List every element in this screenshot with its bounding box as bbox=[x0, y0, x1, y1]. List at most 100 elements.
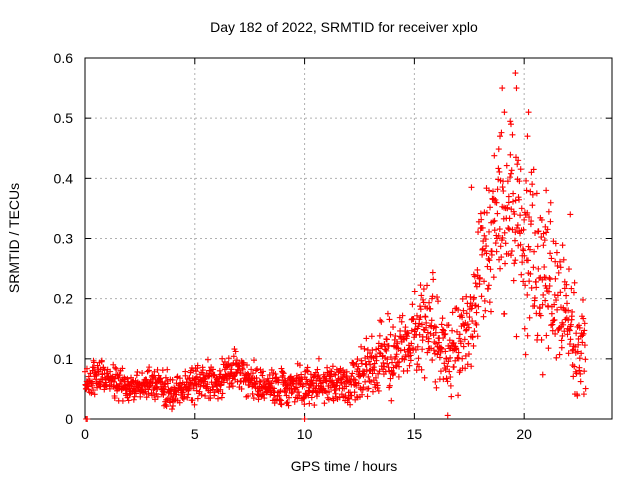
data-point bbox=[331, 371, 338, 378]
data-point bbox=[445, 322, 452, 329]
data-point bbox=[378, 318, 385, 325]
data-point bbox=[395, 373, 402, 380]
data-point bbox=[496, 226, 503, 233]
chart-title: Day 182 of 2022, SRMTID for receiver xpl… bbox=[210, 19, 478, 35]
data-point bbox=[483, 243, 490, 250]
data-point bbox=[323, 378, 330, 385]
data-point bbox=[375, 387, 382, 394]
data-point bbox=[110, 361, 117, 368]
data-point bbox=[544, 226, 551, 233]
data-point bbox=[483, 250, 490, 257]
data-point bbox=[487, 266, 494, 273]
data-point bbox=[525, 257, 532, 264]
data-point bbox=[162, 381, 169, 388]
data-point bbox=[301, 401, 308, 408]
data-point bbox=[563, 281, 570, 288]
data-point bbox=[410, 316, 417, 323]
data-point bbox=[530, 264, 537, 271]
data-point bbox=[553, 354, 560, 361]
data-point bbox=[495, 165, 502, 172]
data-point bbox=[490, 195, 497, 202]
data-point bbox=[205, 373, 212, 380]
data-point bbox=[464, 361, 471, 368]
data-point bbox=[503, 162, 510, 169]
x-tick-label: 0 bbox=[81, 426, 89, 442]
data-point bbox=[106, 385, 113, 392]
data-point bbox=[280, 370, 287, 377]
data-point bbox=[444, 363, 451, 370]
data-point bbox=[358, 360, 365, 367]
data-point bbox=[480, 313, 487, 320]
data-point bbox=[417, 306, 424, 313]
data-point bbox=[420, 299, 427, 306]
data-point bbox=[354, 356, 361, 363]
data-point bbox=[386, 382, 393, 389]
data-point bbox=[535, 228, 542, 235]
data-point bbox=[424, 349, 431, 356]
data-point bbox=[169, 376, 176, 383]
data-point bbox=[83, 416, 90, 422]
data-point bbox=[574, 348, 581, 355]
data-point bbox=[134, 368, 141, 375]
data-point bbox=[529, 191, 536, 198]
data-point bbox=[571, 363, 578, 370]
data-point bbox=[514, 222, 521, 229]
data-point bbox=[464, 321, 471, 328]
data-point bbox=[366, 377, 373, 384]
data-point bbox=[405, 330, 412, 337]
data-point bbox=[101, 386, 108, 393]
data-point bbox=[193, 368, 200, 375]
data-point bbox=[434, 351, 441, 358]
data-point bbox=[361, 345, 368, 352]
data-point bbox=[436, 354, 443, 361]
data-point bbox=[443, 375, 450, 382]
data-point bbox=[187, 381, 194, 388]
data-point bbox=[462, 365, 469, 372]
data-point bbox=[296, 392, 303, 399]
data-point bbox=[309, 380, 316, 387]
data-point bbox=[311, 402, 318, 409]
data-point bbox=[307, 371, 314, 378]
data-point bbox=[161, 389, 168, 396]
data-point bbox=[374, 382, 381, 389]
data-point bbox=[215, 395, 222, 402]
data-point bbox=[441, 331, 448, 338]
data-point bbox=[167, 399, 174, 406]
data-point bbox=[407, 352, 414, 359]
data-point bbox=[457, 340, 464, 347]
data-point bbox=[573, 370, 580, 377]
data-point bbox=[365, 358, 372, 365]
data-point bbox=[332, 386, 339, 393]
data-point bbox=[473, 309, 480, 316]
data-point bbox=[408, 327, 415, 334]
data-point bbox=[198, 391, 205, 398]
data-point bbox=[124, 394, 131, 401]
data-point bbox=[527, 246, 534, 253]
data-point bbox=[423, 319, 430, 326]
data-point bbox=[558, 337, 565, 344]
data-point bbox=[145, 390, 152, 397]
data-point bbox=[381, 341, 388, 348]
data-point bbox=[468, 184, 475, 191]
data-point bbox=[382, 346, 389, 353]
data-point bbox=[454, 354, 461, 361]
data-point bbox=[499, 184, 506, 191]
data-point bbox=[516, 196, 523, 203]
data-point bbox=[397, 347, 404, 354]
data-point bbox=[534, 332, 541, 339]
data-point bbox=[221, 358, 228, 365]
data-point bbox=[131, 393, 138, 400]
data-point bbox=[415, 323, 422, 330]
data-point bbox=[376, 368, 383, 375]
data-point bbox=[266, 371, 273, 378]
data-point bbox=[493, 199, 500, 206]
data-point bbox=[424, 329, 431, 336]
data-point bbox=[547, 199, 554, 206]
data-point bbox=[565, 266, 572, 273]
data-point bbox=[511, 237, 518, 244]
data-point bbox=[338, 391, 345, 398]
data-point bbox=[539, 301, 546, 308]
data-point bbox=[524, 291, 531, 298]
data-point bbox=[508, 252, 515, 259]
data-point bbox=[91, 391, 98, 398]
